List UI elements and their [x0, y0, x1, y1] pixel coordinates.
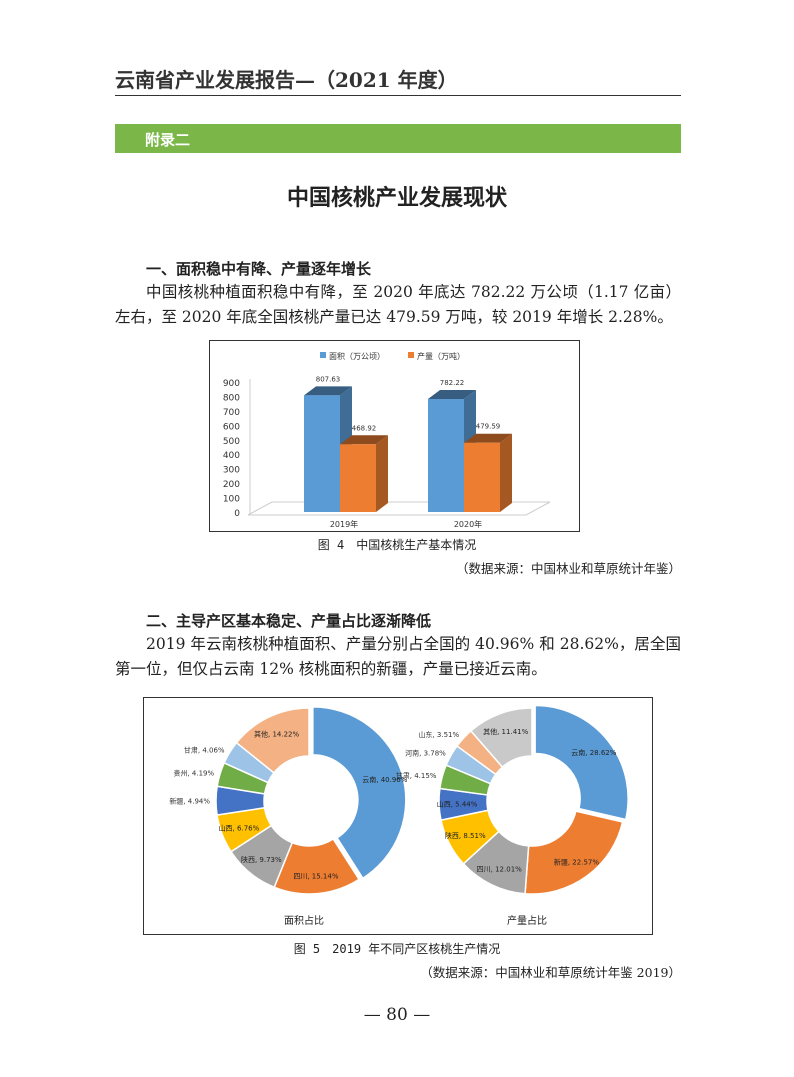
legend-swatch — [408, 352, 414, 358]
slice-label: 河南, 3.78% — [405, 748, 446, 757]
bar — [340, 444, 376, 512]
figure-4-caption: 图 4 中国核桃生产基本情况 — [317, 538, 477, 552]
y-tick-label: 700 — [223, 408, 240, 418]
slice-label: 四川, 15.14% — [293, 873, 338, 881]
data-label: 479.59 — [476, 423, 501, 431]
section-paragraph-2: 2019 年云南核桃种植面积、产量分别占全国的 40.96% 和 28.62%，… — [115, 635, 681, 678]
x-tick-label: 2020年 — [454, 519, 482, 529]
figure-5-chart: 云南, 40.96% 四川, 15.14% 陕西, 9.73% 山西, 6.76% 新疆… — [143, 697, 653, 935]
x-tick-label: 2019年 — [330, 519, 358, 529]
donut-slice — [524, 810, 624, 895]
y-tick-label: 200 — [223, 480, 240, 490]
donut-slice — [469, 707, 533, 769]
figure-5-caption: 图 5 2019 年不同产区核桃生产情况 — [293, 942, 501, 956]
slice-label: 山西, 5.44% — [437, 800, 478, 809]
slice-label: 山西, 6.76% — [219, 824, 260, 833]
slice-label: 新疆, 22.57% — [554, 857, 599, 866]
slice-label: 云南, 40.96% — [362, 775, 407, 784]
legend-swatch — [320, 352, 326, 358]
y-tick-label: 600 — [223, 422, 240, 432]
donut-slice — [235, 707, 310, 774]
section-heading-2: 二、主导产区基本稳定、产量占比逐渐降低 — [146, 612, 432, 630]
slice-label: 其他, 14.22% — [254, 729, 299, 738]
header-rule — [115, 95, 681, 96]
y-tick-label: 900 — [223, 379, 240, 389]
section-heading-1: 一、面积稳中有降、产量逐年增长 — [146, 260, 372, 278]
bar-top — [428, 390, 476, 400]
slice-label: 甘肃, 4.06% — [184, 745, 225, 754]
slice-label: 云南, 28.62% — [571, 748, 616, 757]
legend-label: 面积（万公顷） — [329, 351, 385, 361]
appendix-banner: 附录二 — [115, 124, 681, 153]
bar-chart: 0 100 200 300 400 500 600 700 800 900 面积（万公顷） 产量（万吨… — [223, 351, 551, 529]
y-tick-label: 100 — [223, 495, 240, 505]
bar-side — [500, 433, 512, 512]
y-tick-label: 500 — [223, 437, 240, 447]
donut-slice — [534, 704, 629, 821]
bar — [464, 442, 500, 512]
slice-label: 四川, 12.01% — [477, 865, 522, 873]
figure-4-chart: 0 100 200 300 400 500 600 700 800 900 面积（万公顷） 产量（万吨… — [209, 340, 580, 532]
figure-4-source: （数据来源：中国林业和草原统计年鉴） — [455, 561, 681, 576]
section-paragraph-1: 中国核桃种植面积稳中有降，至 2020 年底达 782.22 万公顷（1.17 … — [115, 283, 681, 326]
y-tick-label: 400 — [223, 451, 240, 461]
donut-charts: 云南, 40.96% 四川, 15.14% 陕西, 9.73% 山西, 6.76% 新疆… — [169, 704, 629, 927]
page-number: — 80 — — [363, 1005, 431, 1025]
chart-floor — [247, 501, 551, 516]
legend-label: 产量（万吨） — [417, 351, 465, 361]
slice-label: 新疆, 4.94% — [169, 797, 210, 806]
appendix-label: 附录二 — [145, 131, 191, 149]
data-label: 782.22 — [440, 379, 465, 387]
bar-side — [376, 435, 388, 512]
data-label: 807.63 — [316, 375, 341, 383]
bar-top — [304, 386, 352, 396]
slice-label: 其他, 11.41% — [483, 727, 528, 736]
donut-title: 产量占比 — [507, 914, 547, 927]
data-label: 468.92 — [352, 424, 377, 432]
y-tick-label: 300 — [223, 466, 240, 476]
bar-top — [340, 435, 388, 445]
page-title: 中国核桃产业发展现状 — [286, 186, 507, 211]
bar — [428, 399, 464, 512]
y-tick-label: 800 — [223, 393, 240, 403]
slice-label: 甘肃, 4.15% — [396, 771, 437, 780]
running-header: 云南省产业发展报告—（2021 年度） — [115, 68, 458, 92]
donut-title: 面积占比 — [284, 914, 324, 927]
figure-5-source: （数据来源：中国林业和草原统计年鉴 2019） — [420, 965, 681, 980]
y-tick-label: 0 — [234, 509, 240, 519]
bar-top — [464, 433, 512, 443]
slice-label: 贵州, 4.19% — [173, 769, 214, 778]
bar — [304, 395, 340, 512]
donut-slice — [312, 706, 407, 880]
slice-label: 陕西, 8.51% — [445, 831, 486, 840]
slice-label: 陕西, 9.73% — [241, 855, 282, 864]
slice-label: 山东, 3.51% — [418, 730, 459, 739]
